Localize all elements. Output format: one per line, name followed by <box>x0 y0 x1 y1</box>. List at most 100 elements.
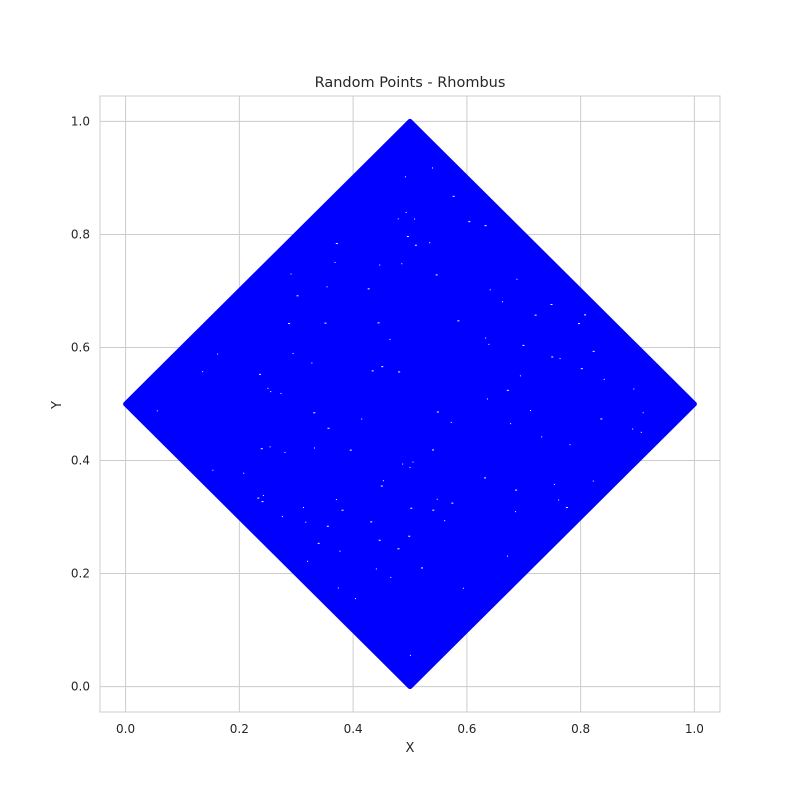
scatter-point <box>221 306 226 311</box>
scatter-point <box>249 410 254 415</box>
scatter-point <box>299 408 304 413</box>
scatter-point <box>532 415 537 420</box>
scatter-point <box>407 624 412 629</box>
scatter-point <box>433 437 438 442</box>
scatter-point <box>552 501 557 506</box>
scatter-point <box>607 362 612 367</box>
scatter-point <box>381 351 386 356</box>
scatter-point <box>262 450 267 455</box>
scatter-point <box>464 537 469 542</box>
scatter-point <box>370 521 375 526</box>
scatter-point <box>173 412 178 417</box>
scatter-point <box>516 384 521 389</box>
scatter-point <box>419 135 424 140</box>
scatter-point <box>226 364 231 369</box>
scatter-point <box>262 428 267 433</box>
scatter-point <box>327 225 332 230</box>
scatter-point <box>460 408 465 413</box>
scatter-point <box>260 372 265 377</box>
scatter-point <box>614 347 619 352</box>
scatter-point <box>217 485 222 490</box>
scatter-point <box>175 449 180 454</box>
scatter-point <box>455 513 460 518</box>
scatter-point <box>368 191 373 196</box>
scatter-point <box>590 302 595 307</box>
scatter-point <box>595 495 600 500</box>
scatter-point <box>357 256 362 261</box>
x-axis-label: X <box>406 741 415 756</box>
scatter-point <box>273 342 278 347</box>
scatter-point <box>525 236 530 241</box>
scatter-point <box>617 430 622 435</box>
scatter-points <box>123 118 697 690</box>
scatter-point <box>257 332 262 337</box>
scatter-point <box>431 202 436 207</box>
scatter-point <box>377 624 382 629</box>
scatter-point <box>541 414 546 419</box>
scatter-point <box>408 299 413 304</box>
scatter-point <box>508 307 513 312</box>
scatter-point <box>479 271 484 276</box>
scatter-point <box>333 291 338 296</box>
scatter-point <box>504 383 509 388</box>
scatter-point <box>416 379 421 384</box>
scatter-point <box>354 566 359 571</box>
scatter-point <box>481 408 486 413</box>
scatter-point <box>652 398 657 403</box>
scatter-point <box>492 581 497 586</box>
scatter-point <box>613 351 618 356</box>
scatter-point <box>272 474 277 479</box>
point-gap <box>584 314 587 316</box>
scatter-point <box>397 537 402 542</box>
scatter-point <box>433 205 438 210</box>
scatter-point <box>495 393 500 398</box>
scatter-point <box>408 515 412 520</box>
scatter-point <box>545 298 550 303</box>
scatter-point <box>417 416 422 421</box>
scatter-point <box>428 353 433 358</box>
scatter-point <box>361 188 366 193</box>
scatter-point <box>317 380 322 385</box>
scatter-point <box>481 421 486 426</box>
scatter-point <box>550 260 555 265</box>
point-gap <box>414 244 417 246</box>
scatter-point <box>344 299 349 304</box>
point-gap <box>361 418 363 420</box>
scatter-point <box>590 466 595 471</box>
scatter-point <box>262 307 267 312</box>
scatter-point <box>389 191 394 196</box>
scatter-point <box>411 475 416 480</box>
scatter-point <box>385 471 390 476</box>
scatter-point <box>392 565 397 570</box>
scatter-point <box>270 521 275 526</box>
scatter-point <box>413 382 418 387</box>
scatter-point <box>475 353 480 358</box>
scatter-point <box>286 379 291 384</box>
point-gap <box>202 371 204 373</box>
scatter-point <box>288 263 293 268</box>
scatter-point <box>351 555 356 560</box>
scatter-point <box>215 399 220 404</box>
point-gap <box>603 378 605 380</box>
scatter-point <box>247 418 252 423</box>
point-gap <box>577 323 580 325</box>
scatter-point <box>512 309 517 314</box>
scatter-point <box>294 296 299 301</box>
scatter-point <box>525 274 530 279</box>
scatter-point <box>411 429 416 434</box>
scatter-point <box>588 502 593 507</box>
scatter-point <box>482 464 487 469</box>
scatter-point <box>353 627 358 632</box>
scatter-point <box>422 556 427 561</box>
point-gap <box>379 264 381 266</box>
scatter-point <box>459 438 464 443</box>
scatter-point <box>415 149 420 154</box>
scatter-point <box>235 383 240 388</box>
scatter-point <box>202 458 207 463</box>
scatter-point <box>474 331 479 336</box>
scatter-point <box>415 267 420 272</box>
scatter-point <box>408 550 413 555</box>
scatter-point <box>465 295 470 300</box>
scatter-point <box>267 482 272 487</box>
scatter-point <box>279 358 284 363</box>
